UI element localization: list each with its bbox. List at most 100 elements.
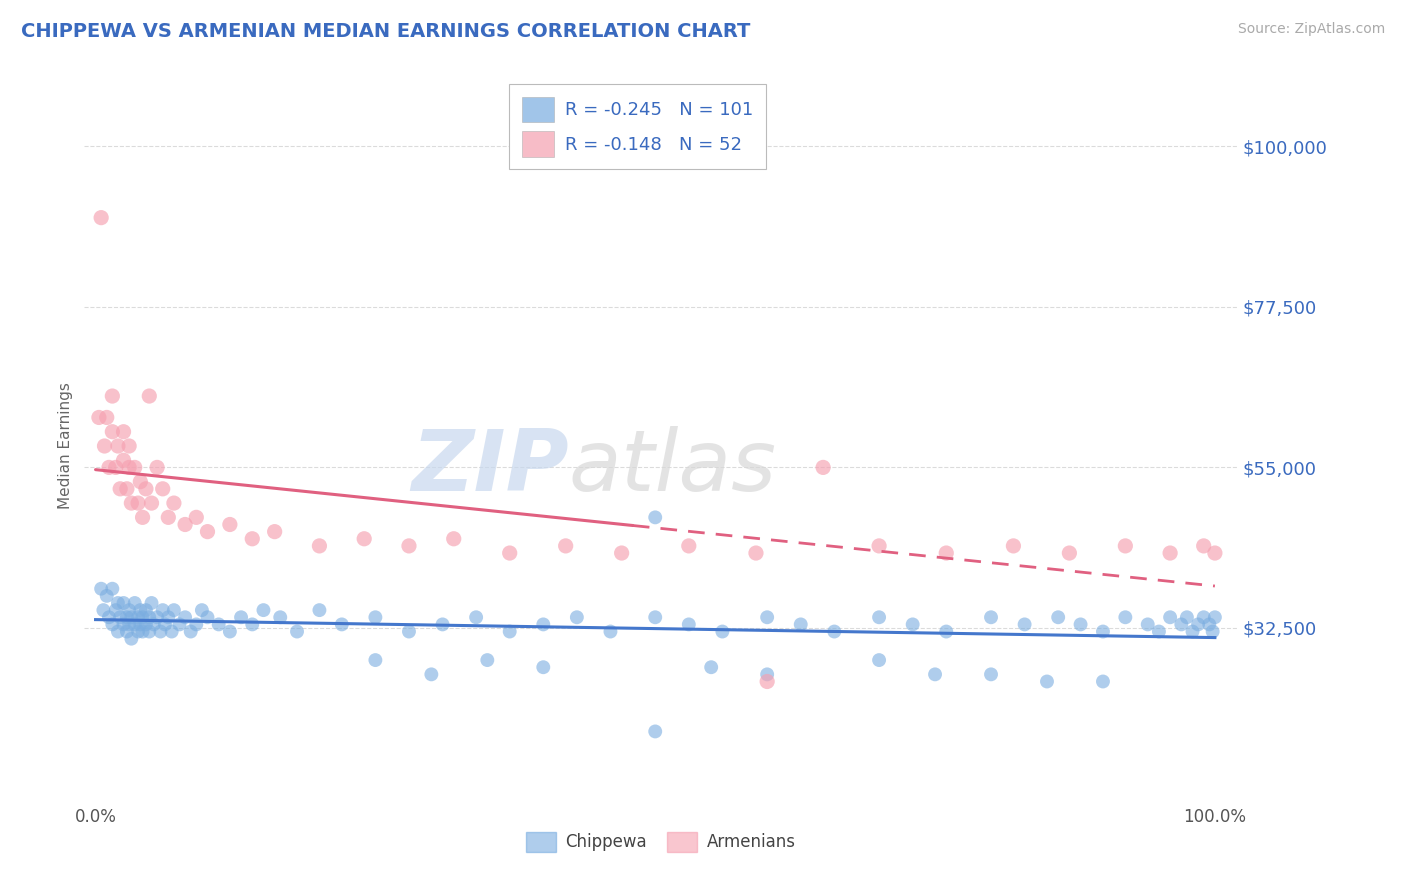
Point <box>118 603 141 617</box>
Point <box>146 610 169 624</box>
Point <box>101 617 124 632</box>
Point <box>745 546 768 560</box>
Point <box>565 610 588 624</box>
Point <box>112 617 135 632</box>
Point <box>135 603 157 617</box>
Point <box>93 603 115 617</box>
Point <box>1187 617 1209 632</box>
Point <box>131 610 153 624</box>
Point <box>1091 674 1114 689</box>
Point <box>398 539 420 553</box>
Point <box>118 460 141 475</box>
Point <box>711 624 734 639</box>
Point <box>218 517 240 532</box>
Point <box>935 624 957 639</box>
Point <box>1036 674 1059 689</box>
Point <box>186 617 208 632</box>
Point <box>531 660 554 674</box>
Point <box>1070 617 1092 632</box>
Point <box>120 632 142 646</box>
Point <box>868 610 890 624</box>
Point <box>499 624 522 639</box>
Point <box>127 496 149 510</box>
Point <box>153 617 176 632</box>
Point <box>610 546 633 560</box>
Point <box>138 624 160 639</box>
Point <box>101 582 124 596</box>
Point <box>141 496 163 510</box>
Point <box>1114 539 1136 553</box>
Legend: Chippewa, Armenians: Chippewa, Armenians <box>519 825 803 859</box>
Point <box>599 624 621 639</box>
Point <box>554 539 576 553</box>
Point <box>924 667 946 681</box>
Point <box>124 617 146 632</box>
Point <box>120 496 142 510</box>
Point <box>87 410 110 425</box>
Point <box>790 617 813 632</box>
Point <box>152 603 174 617</box>
Point <box>868 539 890 553</box>
Point <box>1170 617 1192 632</box>
Point <box>129 475 152 489</box>
Point <box>138 389 160 403</box>
Point <box>138 610 160 624</box>
Point <box>420 667 443 681</box>
Point <box>398 624 420 639</box>
Point <box>135 617 157 632</box>
Point <box>1014 617 1036 632</box>
Point <box>112 425 135 439</box>
Point <box>115 624 138 639</box>
Point <box>208 617 231 632</box>
Point <box>756 674 779 689</box>
Point <box>118 617 141 632</box>
Point <box>180 624 202 639</box>
Point <box>1002 539 1025 553</box>
Point <box>240 532 263 546</box>
Point <box>1159 610 1181 624</box>
Point <box>308 539 330 553</box>
Point <box>308 603 330 617</box>
Point <box>330 617 353 632</box>
Point <box>160 624 183 639</box>
Point <box>1091 624 1114 639</box>
Point <box>1159 546 1181 560</box>
Y-axis label: Median Earnings: Median Earnings <box>58 383 73 509</box>
Point <box>700 660 723 674</box>
Point <box>93 439 115 453</box>
Point <box>980 610 1002 624</box>
Text: atlas: atlas <box>568 425 776 509</box>
Point <box>107 624 129 639</box>
Point <box>531 617 554 632</box>
Point <box>104 603 127 617</box>
Point <box>353 532 375 546</box>
Point <box>107 439 129 453</box>
Point <box>169 617 191 632</box>
Point <box>127 610 149 624</box>
Point <box>174 517 197 532</box>
Point <box>120 610 142 624</box>
Point <box>465 610 488 624</box>
Point <box>443 532 465 546</box>
Point <box>112 453 135 467</box>
Point <box>129 603 152 617</box>
Point <box>197 524 219 539</box>
Point <box>644 724 666 739</box>
Point <box>269 610 291 624</box>
Point <box>115 610 138 624</box>
Point <box>1147 624 1170 639</box>
Point <box>90 582 112 596</box>
Point <box>142 617 165 632</box>
Point <box>364 610 387 624</box>
Point <box>756 610 779 624</box>
Point <box>1059 546 1081 560</box>
Point <box>935 546 957 560</box>
Point <box>101 425 124 439</box>
Point <box>129 617 152 632</box>
Text: Source: ZipAtlas.com: Source: ZipAtlas.com <box>1237 22 1385 37</box>
Point <box>90 211 112 225</box>
Point <box>1198 617 1220 632</box>
Point <box>252 603 274 617</box>
Point <box>127 624 149 639</box>
Point <box>146 460 169 475</box>
